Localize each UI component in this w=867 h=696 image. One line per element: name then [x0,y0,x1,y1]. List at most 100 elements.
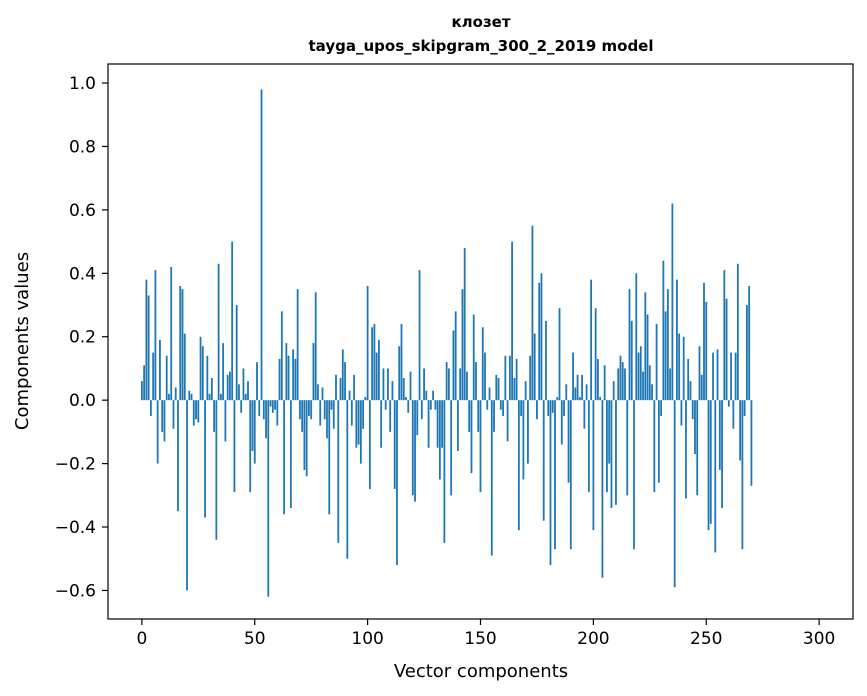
chart-title: клозет [451,13,510,31]
bar [432,390,434,401]
bar [341,349,344,401]
bar [536,400,538,420]
bar [434,400,437,410]
bar [186,400,188,591]
bar [418,270,421,401]
bar [497,377,500,401]
y-tick-label: −0.2 [55,455,96,475]
x-tick-label: 0 [136,629,147,649]
bar [222,343,225,401]
bar [233,400,236,493]
bar [409,371,412,401]
bar [249,400,252,493]
bar [666,289,669,401]
bar [610,400,613,508]
y-tick-label: −0.4 [55,518,96,538]
bar [671,203,674,401]
bar [287,355,290,401]
bar [703,282,705,401]
bar [554,400,556,550]
bar [301,400,304,432]
bar [172,400,175,429]
bar [366,286,369,401]
bar [545,320,547,401]
bar [400,324,403,401]
bar [486,400,489,410]
bar [529,355,532,401]
bar [450,400,453,496]
bar [332,400,335,429]
bar [251,400,254,451]
bar [215,400,218,540]
y-tick-label: 0.0 [69,391,96,411]
bar [517,400,520,531]
bar [739,400,742,461]
bar [499,400,502,410]
bar [247,381,249,401]
x-tick-label: 200 [577,629,609,649]
bar [159,339,161,401]
bar [210,377,213,401]
bar [285,343,288,401]
bar [721,400,723,508]
bar [685,400,687,499]
bars-group [140,89,753,597]
bar [152,352,155,401]
bar [651,384,653,401]
bar [479,400,482,493]
bar [472,314,475,401]
bar [244,393,247,401]
bar [258,400,261,417]
bar [475,362,477,401]
bar [676,279,678,401]
y-tick-label: −0.6 [55,581,96,601]
bar [682,336,685,401]
bar [407,400,410,413]
bar [646,314,649,401]
x-axis-ticks: 0 50 100 150 200 250 300 [136,619,835,649]
bar [540,273,543,401]
bar [326,400,328,439]
bar [624,368,626,401]
bar [265,400,267,439]
bar [240,400,243,413]
x-axis-label: Vector components [394,661,568,682]
y-tick-label: 0.2 [69,328,96,348]
bar [655,324,658,401]
bar [572,352,574,401]
bar [181,289,184,401]
bar [567,400,570,483]
bar [716,349,719,401]
y-axis-ticks: −0.6 −0.4 −0.2 0.0 0.2 0.4 0.6 0.8 1.0 [55,74,108,601]
bar [163,400,166,442]
bar [314,292,317,401]
bar [513,377,516,401]
bar [337,400,340,543]
bar [373,324,376,401]
bar [303,400,306,470]
bar [224,400,227,442]
bar [219,393,222,401]
y-tick-label: 0.8 [69,137,96,157]
bar [590,279,593,401]
bar [308,400,310,417]
bar [348,390,351,401]
bar [463,247,466,401]
bar [648,365,651,401]
x-tick-label: 250 [690,629,722,649]
bar [140,381,143,401]
x-tick-label: 300 [803,629,835,649]
bar [143,365,146,401]
bar [748,286,751,401]
bar [488,387,491,401]
bar [206,355,209,401]
bar [183,333,186,401]
bar [524,381,527,401]
bar [330,400,333,410]
bar [522,400,525,480]
bar [558,308,561,401]
bar [527,400,529,464]
bar [201,346,204,401]
bar [615,400,617,505]
